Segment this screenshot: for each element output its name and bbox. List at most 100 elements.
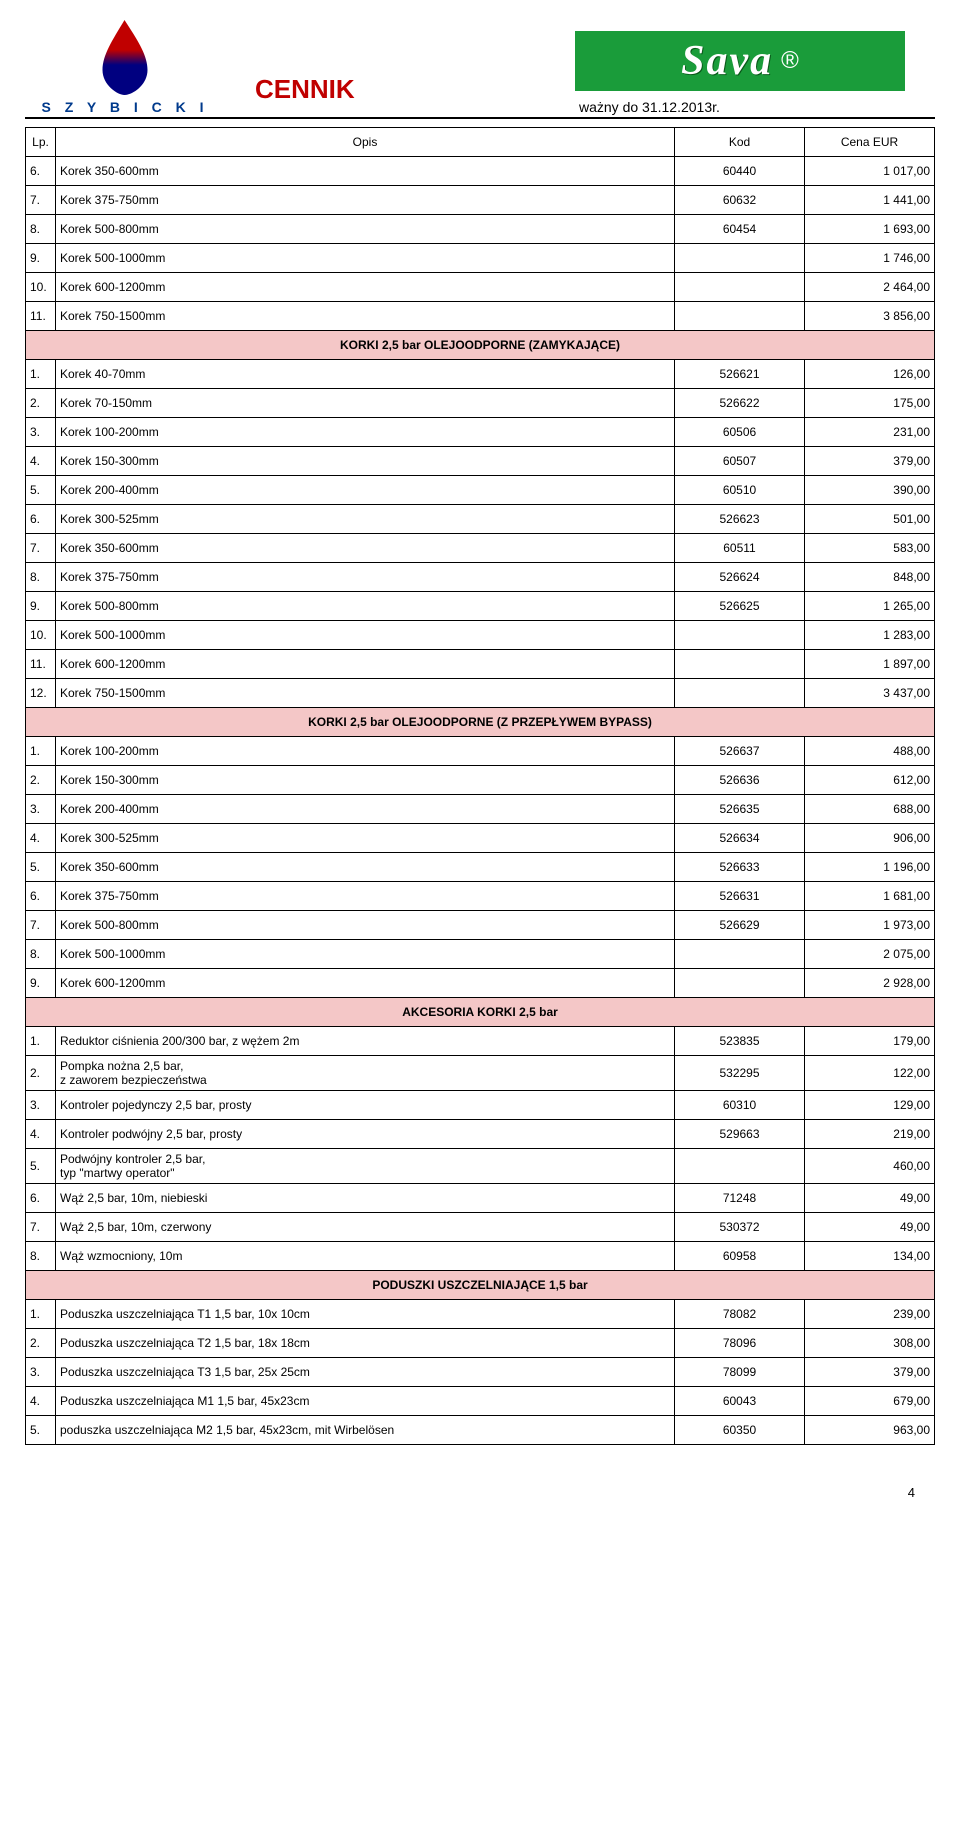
cell-lp: 12. xyxy=(26,679,56,708)
cell-kod xyxy=(675,969,805,998)
cell-lp: 4. xyxy=(26,447,56,476)
cell-kod: 523835 xyxy=(675,1027,805,1056)
cell-lp: 5. xyxy=(26,1149,56,1184)
cell-opis: Korek 350-600mm xyxy=(56,534,675,563)
cell-opis: Wąż wzmocniony, 10m xyxy=(56,1242,675,1271)
cell-lp: 1. xyxy=(26,1027,56,1056)
cell-price: 390,00 xyxy=(805,476,935,505)
cell-lp: 4. xyxy=(26,824,56,853)
cell-kod: 532295 xyxy=(675,1056,805,1091)
cell-opis: Korek 500-1000mm xyxy=(56,940,675,969)
table-row: 3.Poduszka uszczelniająca T3 1,5 bar, 25… xyxy=(26,1358,935,1387)
cell-price: 1 196,00 xyxy=(805,853,935,882)
cell-opis: Korek 375-750mm xyxy=(56,563,675,592)
cell-price: 134,00 xyxy=(805,1242,935,1271)
flame-icon xyxy=(98,20,153,95)
cell-kod: 530372 xyxy=(675,1213,805,1242)
cell-price: 1 693,00 xyxy=(805,215,935,244)
cell-kod: 78096 xyxy=(675,1329,805,1358)
cell-opis: Korek 375-750mm xyxy=(56,882,675,911)
cell-kod xyxy=(675,302,805,331)
cell-lp: 8. xyxy=(26,940,56,969)
cell-kod: 526624 xyxy=(675,563,805,592)
cell-lp: 7. xyxy=(26,534,56,563)
cell-kod: 529663 xyxy=(675,1120,805,1149)
cell-opis: Wąż 2,5 bar, 10m, czerwony xyxy=(56,1213,675,1242)
cell-opis: Korek 40-70mm xyxy=(56,360,675,389)
header-right: Sava ® ważny do 31.12.2013r. xyxy=(575,31,935,115)
cell-opis: Korek 500-1000mm xyxy=(56,244,675,273)
section-row: KORKI 2,5 bar OLEJOODPORNE (Z PRZEPŁYWEM… xyxy=(26,708,935,737)
cell-price: 219,00 xyxy=(805,1120,935,1149)
cell-price: 488,00 xyxy=(805,737,935,766)
cell-lp: 3. xyxy=(26,418,56,447)
cell-opis: Korek 150-300mm xyxy=(56,447,675,476)
cell-opis: Korek 100-200mm xyxy=(56,418,675,447)
cell-lp: 5. xyxy=(26,1416,56,1445)
table-row: 10.Korek 600-1200mm2 464,00 xyxy=(26,273,935,302)
section-title: KORKI 2,5 bar OLEJOODPORNE (ZAMYKAJĄCE) xyxy=(26,331,935,360)
cell-price: 379,00 xyxy=(805,447,935,476)
cell-lp: 8. xyxy=(26,1242,56,1271)
cell-opis: Korek 375-750mm xyxy=(56,186,675,215)
cell-kod: 78082 xyxy=(675,1300,805,1329)
section-row: KORKI 2,5 bar OLEJOODPORNE (ZAMYKAJĄCE) xyxy=(26,331,935,360)
cell-lp: 6. xyxy=(26,1184,56,1213)
cell-kod xyxy=(675,650,805,679)
cell-kod xyxy=(675,621,805,650)
cell-lp: 4. xyxy=(26,1387,56,1416)
cell-price: 2 075,00 xyxy=(805,940,935,969)
table-row: 4.Korek 300-525mm526634906,00 xyxy=(26,824,935,853)
cell-kod: 60511 xyxy=(675,534,805,563)
table-row: 5.Podwójny kontroler 2,5 bar, typ "martw… xyxy=(26,1149,935,1184)
cell-lp: 11. xyxy=(26,650,56,679)
cell-lp: 7. xyxy=(26,1213,56,1242)
cell-opis: Poduszka uszczelniająca T1 1,5 bar, 10x … xyxy=(56,1300,675,1329)
cell-kod: 60510 xyxy=(675,476,805,505)
table-row: 7.Korek 350-600mm60511583,00 xyxy=(26,534,935,563)
cell-opis: Podwójny kontroler 2,5 bar, typ "martwy … xyxy=(56,1149,675,1184)
cell-opis: Korek 70-150mm xyxy=(56,389,675,418)
cell-opis: Korek 750-1500mm xyxy=(56,302,675,331)
cell-price: 179,00 xyxy=(805,1027,935,1056)
cell-lp: 5. xyxy=(26,476,56,505)
cell-lp: 7. xyxy=(26,911,56,940)
cell-opis: Korek 100-200mm xyxy=(56,737,675,766)
cell-kod: 78099 xyxy=(675,1358,805,1387)
cell-opis: Pompka nożna 2,5 bar, z zaworem bezpiecz… xyxy=(56,1056,675,1091)
cell-kod xyxy=(675,1149,805,1184)
cell-opis: Korek 600-1200mm xyxy=(56,650,675,679)
table-row: 11.Korek 600-1200mm1 897,00 xyxy=(26,650,935,679)
cell-opis: Kontroler pojedynczy 2,5 bar, prosty xyxy=(56,1091,675,1120)
table-row: 10.Korek 500-1000mm1 283,00 xyxy=(26,621,935,650)
cell-price: 848,00 xyxy=(805,563,935,592)
cell-kod xyxy=(675,679,805,708)
table-row: 8.Korek 500-800mm604541 693,00 xyxy=(26,215,935,244)
valid-until: ważny do 31.12.2013r. xyxy=(575,99,720,115)
cell-opis: Kontroler podwójny 2,5 bar, prosty xyxy=(56,1120,675,1149)
cell-kod: 526634 xyxy=(675,824,805,853)
cell-lp: 1. xyxy=(26,1300,56,1329)
table-row: 6.Wąż 2,5 bar, 10m, niebieski7124849,00 xyxy=(26,1184,935,1213)
cell-price: 239,00 xyxy=(805,1300,935,1329)
col-lp: Lp. xyxy=(26,128,56,157)
cell-kod: 526637 xyxy=(675,737,805,766)
section-title: AKCESORIA KORKI 2,5 bar xyxy=(26,998,935,1027)
cell-kod: 60440 xyxy=(675,157,805,186)
cell-opis: Korek 350-600mm xyxy=(56,853,675,882)
cell-kod: 60454 xyxy=(675,215,805,244)
table-row: 5.Korek 350-600mm5266331 196,00 xyxy=(26,853,935,882)
table-row: 4.Kontroler podwójny 2,5 bar, prosty5296… xyxy=(26,1120,935,1149)
section-row: PODUSZKI USZCZELNIAJĄCE 1,5 bar xyxy=(26,1271,935,1300)
cell-price: 501,00 xyxy=(805,505,935,534)
cell-kod: 60507 xyxy=(675,447,805,476)
cell-lp: 2. xyxy=(26,1329,56,1358)
cell-kod: 60632 xyxy=(675,186,805,215)
brand-text-left: S Z Y B I C K I xyxy=(41,99,208,115)
cell-price: 1 283,00 xyxy=(805,621,935,650)
cell-kod: 71248 xyxy=(675,1184,805,1213)
cell-opis: Korek 600-1200mm xyxy=(56,273,675,302)
cell-lp: 8. xyxy=(26,215,56,244)
cell-kod: 526622 xyxy=(675,389,805,418)
cell-lp: 10. xyxy=(26,273,56,302)
